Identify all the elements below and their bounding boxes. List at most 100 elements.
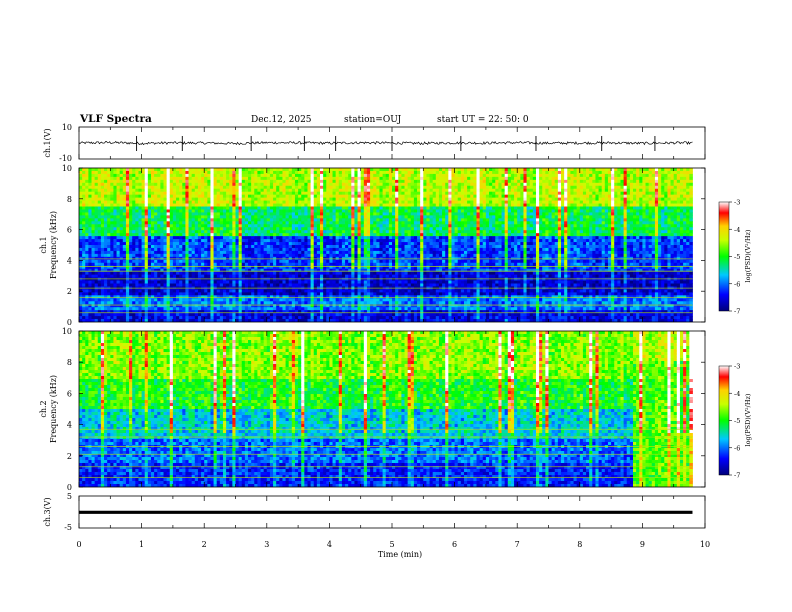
spectrogram-cell [160,271,164,276]
spectrogram-cell [82,259,86,264]
spectrogram-cell [104,292,108,296]
spectrogram-cell [129,292,133,296]
spectrogram-cell [266,313,271,317]
spectrogram-cell [341,265,346,270]
spectrogram-cell [197,242,202,246]
spectrogram-cell [79,274,83,278]
spectrogram-cell [116,316,121,320]
spectrogram-cell [238,289,243,293]
spectrogram-cell [332,236,337,240]
spectrogram-cell [260,265,265,270]
spectrogram-cell [329,247,333,252]
spectrogram-cell [282,259,286,264]
spectrogram-cell [366,203,371,207]
spectrogram-cell [345,283,349,287]
spectrogram-cell [107,168,111,172]
spectrogram-cell [376,253,380,258]
spectrogram-cell [169,168,174,172]
spectrogram-cell [360,274,365,278]
spectrogram-cell [82,233,86,237]
spectrogram-cell [110,185,114,190]
spectrogram-cell [191,262,196,267]
spectrogram-cell [291,194,296,199]
spectrogram-cell [263,319,268,322]
spectrogram-cell [147,224,152,228]
spectrogram-cell [141,197,146,201]
spectrogram-cell [276,236,280,240]
spectrogram-cell [122,274,127,278]
spectrogram-cell [188,212,193,216]
spectrogram-cell [226,298,230,302]
spectrogram-cell [100,233,105,237]
spectrogram-cell [207,307,211,311]
spectrogram-cell [176,274,180,278]
spectrogram-cell [241,289,246,293]
spectrogram-cell [357,242,362,246]
spectrogram-cell [320,206,324,210]
spectrogram-cell [329,316,333,320]
spectrogram-cell [269,283,274,287]
spectrogram-cell [222,271,227,276]
spectrogram-cell [100,194,105,199]
spectrogram-cell [176,280,180,284]
spectrogram-cell [107,188,111,193]
spectrogram-cell [288,215,293,219]
spectrogram-cell [113,271,117,276]
spectrogram-cell [129,230,133,234]
spectrogram-cell [351,173,355,178]
spectrogram-cell [100,274,105,278]
spectrogram-cell [348,250,352,255]
spectrogram-cell [116,188,121,193]
spectrogram-cell [107,233,111,237]
spectrogram-cell [313,173,318,178]
spectrogram-cell [91,200,96,204]
spectrogram-cell [88,221,92,225]
spectrogram-cell [345,197,349,201]
spectrogram-cell [163,203,168,207]
spectrogram-cell [104,280,108,284]
spectrogram-cell [260,247,265,252]
spectrogram-cell [316,227,321,231]
spectrogram-cell [104,253,108,258]
spectrogram-cell [169,185,174,190]
spectrogram-cell [132,280,136,284]
spectrogram-cell [157,313,161,317]
spectrogram-cell [141,185,146,190]
spectrogram-cell [163,209,168,213]
spectrogram-cell [91,212,96,216]
spectrogram-cell [129,247,133,252]
spectrogram-cell [119,233,124,237]
spectrogram-cell [201,188,205,193]
spectrogram-cell [163,307,168,311]
spectrogram-cell [244,262,249,267]
spectrogram-cell [335,191,340,196]
spectrogram-cell [204,259,208,264]
spectrogram-cell [254,262,258,267]
spectrogram-cell [360,209,365,213]
spectrogram-cell [316,268,321,273]
spectrogram-cell [348,176,352,181]
spectrogram-cell [216,215,221,219]
spectrogram-cell [219,179,224,184]
spectrogram-cell [235,197,240,201]
spectrogram-cell [326,313,330,317]
spectrogram-cell [107,247,111,252]
spectrogram-cell [163,230,168,234]
spectrogram-cell [210,289,214,293]
spectrogram-cell [141,168,146,172]
spectrogram-cell [232,173,236,178]
spectrogram-cell [135,173,139,178]
spectrogram-cell [125,262,130,267]
spectrogram-cell [323,265,327,270]
spectrogram-cell [304,191,308,196]
spectrogram-cell [373,268,377,273]
spectrogram-cell [269,176,274,181]
spectrogram-cell [251,250,255,255]
spectrogram-cell [213,182,218,187]
spectrogram-cell [354,307,358,311]
spectrogram-cell [185,313,189,317]
spectrogram-cell [163,185,168,190]
spectrogram-cell [279,289,283,293]
spectrogram-cell [207,212,211,216]
spectrogram-cell [273,307,277,311]
